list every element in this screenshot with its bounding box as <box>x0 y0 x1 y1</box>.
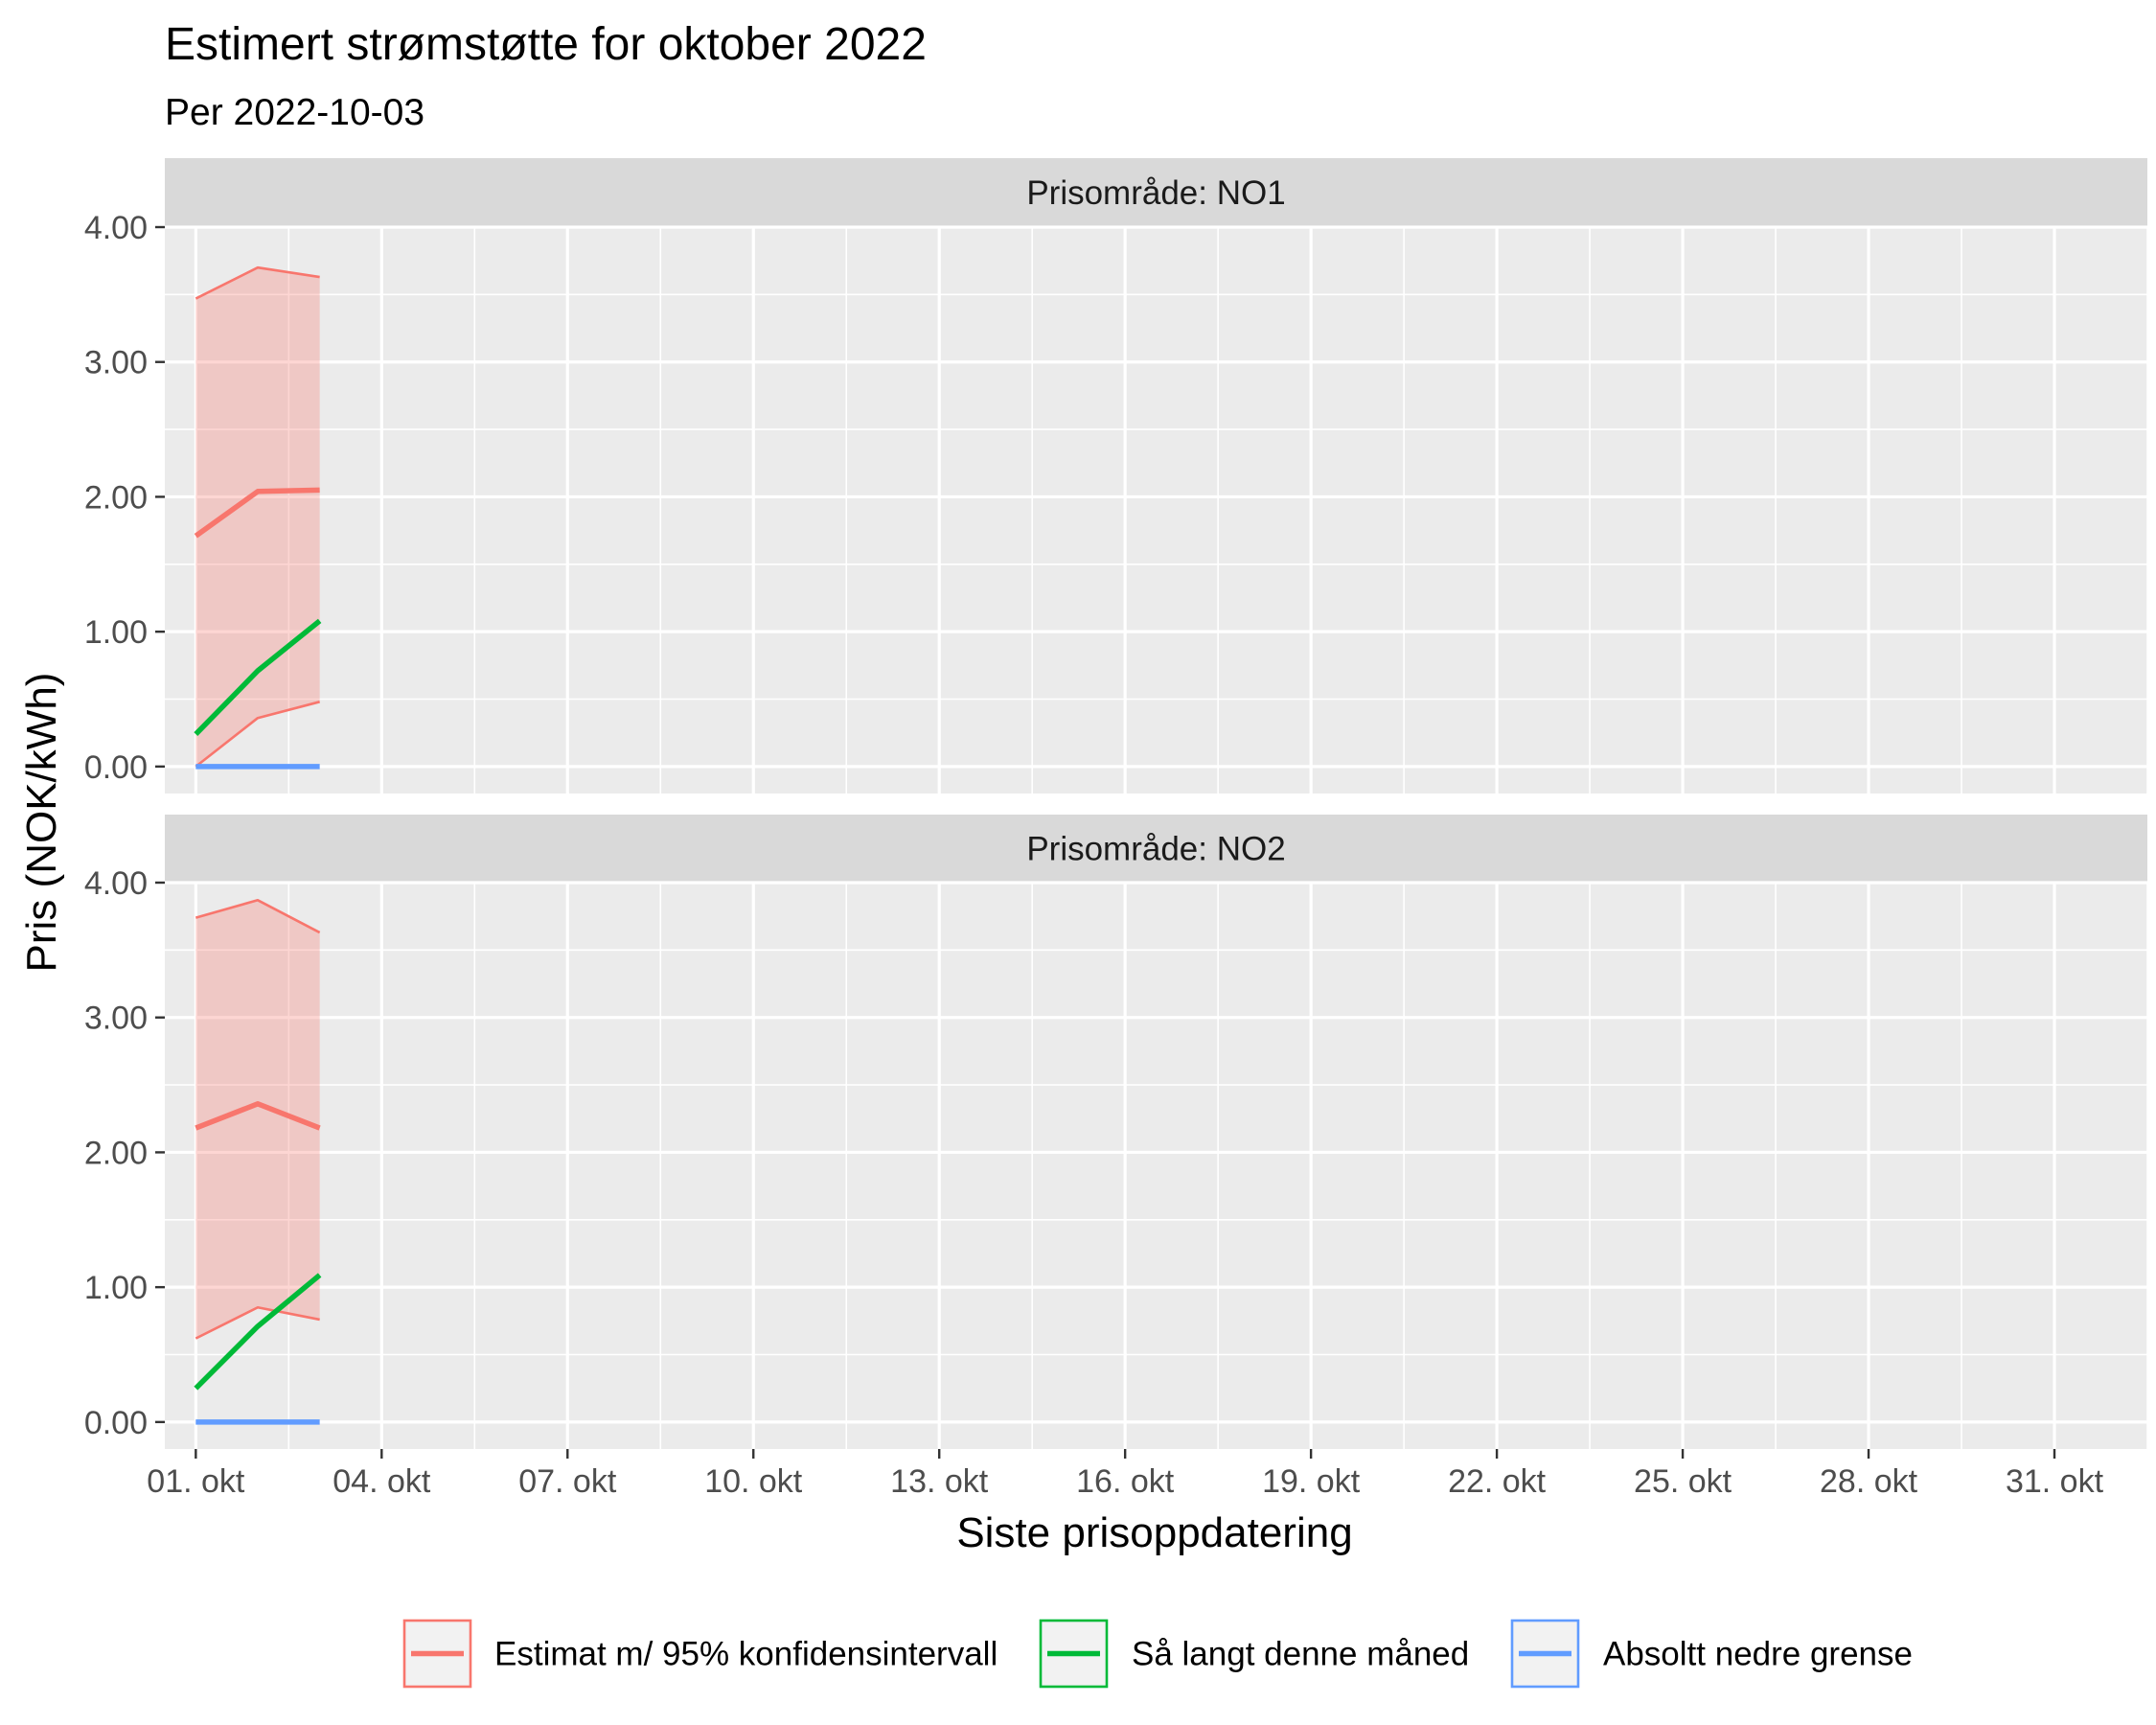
x-tick-label: 25. okt <box>1634 1463 1732 1500</box>
confidence-ribbon <box>195 900 320 1339</box>
y-tick-label: 3.00 <box>84 345 148 381</box>
x-tick-label: 04. okt <box>333 1463 431 1500</box>
ci-upper-line <box>195 898 321 934</box>
y-tick-label: 4.00 <box>84 210 148 246</box>
x-tick-label: 16. okt <box>1076 1463 1175 1500</box>
y-tick-label: 0.00 <box>84 749 148 786</box>
legend-item-estimate: Estimat m/ 95% konfidensintervall <box>402 1619 998 1689</box>
facet-panels: Prisområde: NO10.001.002.003.004.00Priso… <box>84 158 2148 1449</box>
y-tick-label: 0.00 <box>84 1405 148 1441</box>
estimate-line <box>195 1101 321 1131</box>
facet-panel: Prisområde: NO1 0.00 1.00 2.00 3.00 4.00 <box>84 158 2148 794</box>
estimate-line <box>194 487 320 539</box>
so-far-line <box>194 618 322 737</box>
facet-strip <box>165 158 2147 227</box>
y-tick-label: 2.00 <box>84 1135 148 1171</box>
x-tick-label: 07. okt <box>518 1463 617 1500</box>
y-tick-label: 4.00 <box>84 865 148 902</box>
x-tick-label: 01. okt <box>147 1463 245 1500</box>
legend-item-so-far: Så langt denne måned <box>1039 1619 1469 1689</box>
facet-strip <box>165 815 2147 883</box>
legend-label: Så langt denne måned <box>1132 1636 1469 1673</box>
chart-title: Estimert strømstøtte for oktober 2022 <box>165 19 927 70</box>
x-tick-label: 28. okt <box>1820 1463 1918 1500</box>
x-axis: 01. okt 04. okt 07. okt 10. okt 13. okt 16. o… <box>147 1449 2104 1500</box>
facet-strip-label: Prisområde: NO1 <box>1026 174 1285 212</box>
ci-upper-line <box>195 265 320 300</box>
confidence-ribbon <box>195 267 320 767</box>
y-tick-label: 3.00 <box>84 1000 148 1037</box>
so-far-line <box>194 1273 322 1391</box>
legend-label: Absoltt nedre grense <box>1603 1636 1913 1673</box>
y-axis-title: Pris (NOK/kWh) <box>18 673 65 973</box>
facet-strip-label: Prisområde: NO2 <box>1026 831 1285 868</box>
legend: Estimat m/ 95% konfidensintervall Så lang… <box>402 1619 1913 1689</box>
legend-label: Estimat m/ 95% konfidensintervall <box>494 1636 998 1673</box>
legend-item-lower-bound: Absoltt nedre grense <box>1510 1619 1913 1689</box>
ci-lower-line <box>195 701 320 768</box>
y-tick-label: 2.00 <box>84 479 148 516</box>
panel-background <box>165 883 2147 1449</box>
chart-subtitle: Per 2022-10-03 <box>165 92 424 133</box>
x-tick-label: 19. okt <box>1262 1463 1361 1500</box>
x-axis-title: Siste prisoppdatering <box>956 1509 1352 1556</box>
y-tick-label: 1.00 <box>84 614 148 651</box>
facet-panel: Prisområde: NO2 0.00 1.00 2.00 3.00 4.00 <box>84 815 2148 1449</box>
x-tick-label: 31. okt <box>2006 1463 2104 1500</box>
x-tick-label: 10. okt <box>704 1463 803 1500</box>
ci-lower-line <box>195 1305 320 1340</box>
x-tick-label: 13. okt <box>890 1463 989 1500</box>
panel-background <box>165 227 2147 794</box>
x-tick-label: 22. okt <box>1448 1463 1547 1500</box>
y-tick-label: 1.00 <box>84 1270 148 1306</box>
